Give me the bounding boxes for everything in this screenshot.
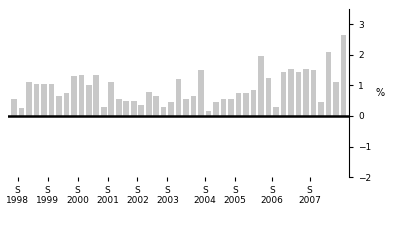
Bar <box>258 57 264 116</box>
Y-axis label: %: % <box>376 88 385 98</box>
Bar <box>11 99 17 116</box>
Bar <box>326 52 331 116</box>
Bar <box>139 105 144 116</box>
Bar <box>19 108 24 116</box>
Bar <box>318 102 324 116</box>
Bar <box>296 72 301 116</box>
Bar <box>153 96 159 116</box>
Bar <box>236 93 241 116</box>
Bar <box>108 82 114 116</box>
Bar <box>251 90 256 116</box>
Bar <box>206 111 212 116</box>
Bar <box>34 84 39 116</box>
Bar <box>273 107 279 116</box>
Bar <box>333 82 339 116</box>
Bar <box>341 35 346 116</box>
Bar <box>281 72 286 116</box>
Bar <box>131 101 137 116</box>
Bar <box>56 96 62 116</box>
Bar <box>48 84 54 116</box>
Bar <box>26 82 32 116</box>
Bar <box>183 99 189 116</box>
Bar <box>146 91 152 116</box>
Bar <box>93 75 99 116</box>
Bar <box>221 99 226 116</box>
Bar <box>310 70 316 116</box>
Bar <box>243 93 249 116</box>
Bar <box>176 79 181 116</box>
Bar <box>101 107 106 116</box>
Bar <box>116 99 121 116</box>
Bar <box>266 78 271 116</box>
Bar <box>79 75 84 116</box>
Bar <box>303 69 309 116</box>
Bar <box>288 69 294 116</box>
Bar <box>213 102 219 116</box>
Bar <box>191 96 197 116</box>
Bar <box>123 101 129 116</box>
Bar <box>71 76 77 116</box>
Bar <box>161 107 166 116</box>
Bar <box>41 84 47 116</box>
Bar <box>228 99 234 116</box>
Bar <box>86 85 92 116</box>
Bar <box>198 70 204 116</box>
Bar <box>64 93 69 116</box>
Bar <box>168 102 174 116</box>
